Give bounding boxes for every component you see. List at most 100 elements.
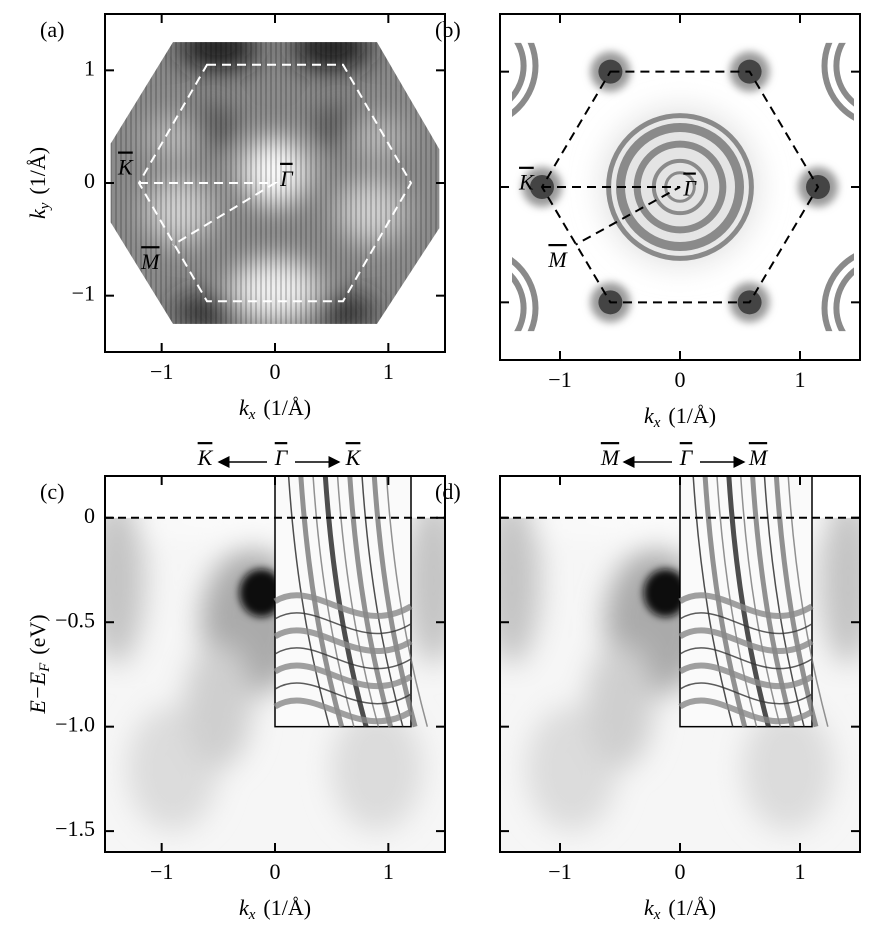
symmetry-label: K xyxy=(197,445,214,470)
label-unit: (eV) xyxy=(25,614,50,654)
label-unit: (1/Å) xyxy=(263,895,311,920)
band xyxy=(273,662,413,690)
symmetry-label: K xyxy=(345,445,362,470)
band xyxy=(716,475,758,727)
y-tick-label: −1.5 xyxy=(55,816,95,841)
inset-bands xyxy=(678,475,829,728)
inset xyxy=(274,475,412,728)
symmetry-label: K xyxy=(117,155,134,180)
label-symbol: k xyxy=(239,395,250,420)
x-tick-label: 0 xyxy=(270,359,281,384)
label-sub: x xyxy=(248,907,256,923)
label-unit: (1/Å) xyxy=(25,147,50,195)
symmetry-label: M xyxy=(547,247,568,272)
band xyxy=(287,475,331,727)
label-unit: (1/Å) xyxy=(263,395,311,420)
band xyxy=(274,682,412,705)
x-tick-label: 1 xyxy=(383,859,394,884)
x-tick-label: 0 xyxy=(675,859,686,884)
band xyxy=(679,612,813,635)
blob xyxy=(331,705,423,832)
label-sub: x xyxy=(653,415,661,431)
x-axis-label: kx (1/Å) xyxy=(644,403,716,431)
band xyxy=(692,475,734,727)
symmetry-label: Γ xyxy=(279,166,294,191)
band xyxy=(763,475,805,727)
label-sub: F xyxy=(37,662,53,673)
band xyxy=(347,475,394,728)
panel-label: (a) xyxy=(40,17,64,42)
ring xyxy=(512,257,539,332)
band xyxy=(678,627,814,655)
ring xyxy=(833,267,854,332)
ring xyxy=(512,42,527,102)
x-tick-label: 1 xyxy=(795,859,806,884)
ring xyxy=(821,253,854,332)
band xyxy=(678,592,814,619)
blob xyxy=(500,496,541,665)
label-unit: (1/Å) xyxy=(668,895,716,920)
path-line xyxy=(139,182,279,246)
blob xyxy=(643,568,688,617)
label-symbol: k xyxy=(644,403,655,428)
ring xyxy=(512,272,527,332)
band xyxy=(750,475,795,728)
blob xyxy=(184,643,253,769)
x-tick-label: 1 xyxy=(383,359,394,384)
inset-bands xyxy=(273,475,429,728)
band xyxy=(273,627,413,655)
x-tick-label: −1 xyxy=(548,367,571,392)
band xyxy=(312,475,355,727)
blob xyxy=(239,568,284,617)
symmetry-label: Γ xyxy=(679,445,694,470)
y-tick-label: −1 xyxy=(72,281,95,306)
blob xyxy=(819,496,860,665)
y-tick-label: 0 xyxy=(84,168,95,193)
band xyxy=(678,697,814,725)
x-tick-label: 1 xyxy=(795,367,806,392)
label-unit: (1/Å) xyxy=(668,403,716,428)
band xyxy=(298,475,345,728)
ring xyxy=(833,42,854,107)
band xyxy=(273,592,413,619)
band xyxy=(371,475,418,728)
y-axis-label: E−EF (eV) xyxy=(25,614,53,714)
x-tick-label: 0 xyxy=(270,859,281,884)
x-axis-label: kx (1/Å) xyxy=(644,895,716,923)
band xyxy=(678,662,814,690)
panel: (c) −1 0 1 0 −0.5 −1.0 −1.5 kx (1/Å) E−EF (eV) K Γ K xyxy=(25,445,446,923)
band xyxy=(361,475,404,727)
path-line xyxy=(542,186,681,246)
x-tick-label: −1 xyxy=(150,859,173,884)
band xyxy=(274,647,412,670)
symmetry-label: M xyxy=(140,249,161,274)
x-axis-label: kx (1/Å) xyxy=(239,395,311,423)
panel-label: (d) xyxy=(435,479,461,504)
ring xyxy=(512,42,539,117)
blob xyxy=(742,705,834,832)
y-tick-label: −0.5 xyxy=(55,607,95,632)
label-symbol: E−E xyxy=(25,671,50,714)
band xyxy=(273,697,413,725)
symmetry-label: Γ xyxy=(682,176,697,201)
panel-label: (c) xyxy=(40,479,64,504)
symmetry-label: M xyxy=(600,445,621,470)
band xyxy=(679,682,813,705)
symmetry-label: K xyxy=(518,170,535,195)
y-tick-label: 1 xyxy=(84,55,95,80)
label-sub: y xyxy=(37,202,53,211)
ring xyxy=(821,42,854,121)
blob xyxy=(405,496,445,665)
band xyxy=(702,475,748,728)
panel: (b) −1 0 1 kx (1/Å) K Γ M xyxy=(435,13,861,431)
band xyxy=(679,647,813,670)
blob xyxy=(585,643,655,769)
y-axis-label: ky (1/Å) xyxy=(25,147,53,219)
y-tick-label: 0 xyxy=(84,503,95,528)
label-symbol: k xyxy=(239,895,250,920)
label-symbol: k xyxy=(25,208,50,219)
symmetry-label: M xyxy=(748,445,769,470)
x-tick-label: −1 xyxy=(150,359,173,384)
